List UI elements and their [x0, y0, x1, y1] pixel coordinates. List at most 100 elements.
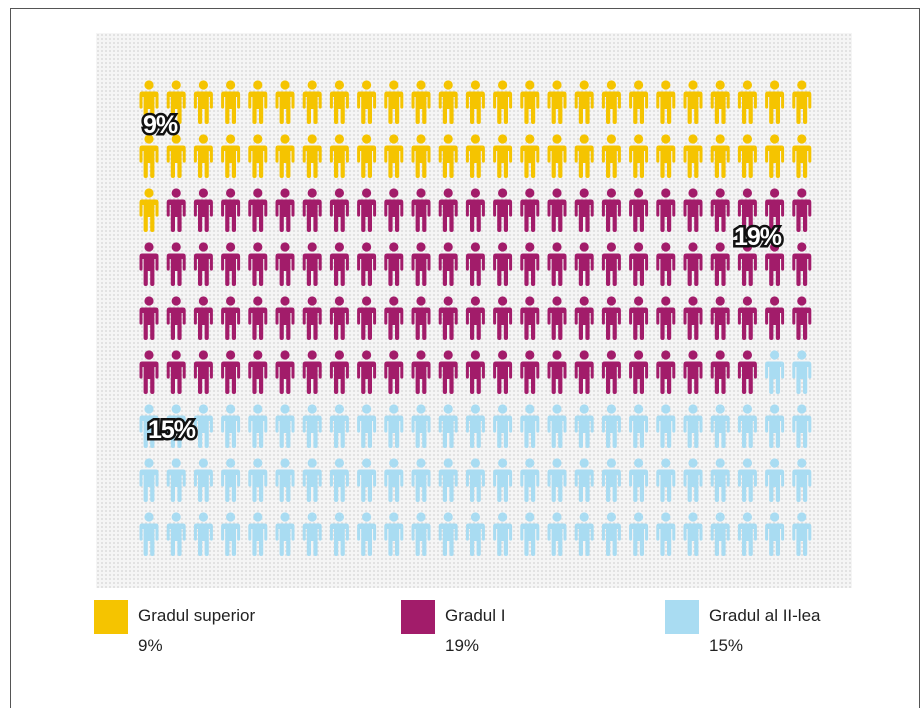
person-icon	[710, 242, 730, 286]
person-icon	[737, 134, 757, 178]
person-icon	[357, 404, 377, 448]
person-icon	[547, 296, 567, 340]
person-icon	[493, 404, 513, 448]
person-icon	[193, 512, 213, 556]
person-icon	[411, 80, 431, 124]
person-icon	[547, 134, 567, 178]
person-icon	[166, 512, 186, 556]
person-icon	[493, 458, 513, 502]
person-icon	[737, 80, 757, 124]
person-icon	[329, 296, 349, 340]
person-icon	[629, 404, 649, 448]
person-icon	[493, 512, 513, 556]
person-icon	[520, 188, 540, 232]
person-icon	[166, 350, 186, 394]
legend-swatch	[665, 600, 699, 634]
person-icon	[765, 458, 785, 502]
person-icon	[357, 134, 377, 178]
person-icon	[574, 458, 594, 502]
person-icon	[574, 296, 594, 340]
person-icon	[438, 350, 458, 394]
person-icon	[193, 80, 213, 124]
person-icon	[248, 458, 268, 502]
person-icon	[629, 134, 649, 178]
person-icon	[547, 80, 567, 124]
person-icon	[656, 296, 676, 340]
person-icon	[329, 458, 349, 502]
person-icon	[629, 80, 649, 124]
person-icon	[465, 404, 485, 448]
person-icon	[520, 80, 540, 124]
person-icon	[438, 188, 458, 232]
person-icon	[683, 296, 703, 340]
person-icon	[710, 134, 730, 178]
person-icon	[792, 458, 812, 502]
person-icon	[656, 188, 676, 232]
person-icon	[275, 458, 295, 502]
person-icon	[221, 80, 241, 124]
person-icon	[737, 512, 757, 556]
person-icon	[710, 80, 730, 124]
person-icon	[710, 296, 730, 340]
person-icon	[765, 512, 785, 556]
legend-value: 19%	[445, 636, 480, 655]
person-icon	[601, 134, 621, 178]
person-icon	[193, 242, 213, 286]
person-icon	[656, 350, 676, 394]
legend-label: Gradul I	[445, 606, 506, 625]
person-icon	[792, 350, 812, 394]
person-icon	[493, 296, 513, 340]
person-icon	[411, 188, 431, 232]
person-icon	[629, 512, 649, 556]
person-icon	[792, 80, 812, 124]
person-icon	[248, 404, 268, 448]
person-icon	[411, 134, 431, 178]
person-icon	[357, 512, 377, 556]
legend-value: 15%	[709, 636, 744, 655]
person-icon	[438, 512, 458, 556]
person-icon	[737, 458, 757, 502]
person-icon	[629, 188, 649, 232]
person-icon	[765, 350, 785, 394]
person-icon	[248, 296, 268, 340]
person-icon	[357, 458, 377, 502]
person-icon	[710, 458, 730, 502]
person-icon	[329, 80, 349, 124]
person-icon	[384, 188, 404, 232]
person-icon	[493, 350, 513, 394]
person-icon	[737, 350, 757, 394]
person-icon	[683, 458, 703, 502]
person-icon	[683, 242, 703, 286]
person-icon	[139, 296, 159, 340]
person-icon	[193, 350, 213, 394]
person-icon	[601, 458, 621, 502]
person-icon	[520, 242, 540, 286]
person-icon	[166, 188, 186, 232]
person-icon	[329, 512, 349, 556]
person-icon	[683, 350, 703, 394]
person-icon	[765, 134, 785, 178]
person-icon	[465, 80, 485, 124]
person-icon	[411, 512, 431, 556]
person-icon	[139, 350, 159, 394]
person-icon	[248, 188, 268, 232]
person-icon	[438, 80, 458, 124]
label-gradul-al-ii-lea: 15%	[148, 416, 196, 444]
person-icon	[574, 404, 594, 448]
person-icon	[683, 188, 703, 232]
person-icon	[656, 80, 676, 124]
person-icon	[574, 242, 594, 286]
person-icon	[465, 512, 485, 556]
person-icon	[547, 458, 567, 502]
person-icon	[493, 188, 513, 232]
person-icon	[275, 404, 295, 448]
person-icon	[710, 404, 730, 448]
person-icon	[329, 350, 349, 394]
person-icon	[574, 80, 594, 124]
person-icon	[221, 458, 241, 502]
person-icon	[357, 242, 377, 286]
label-gradul-superior: 9%	[143, 111, 178, 139]
person-icon	[275, 296, 295, 340]
person-icon	[438, 296, 458, 340]
person-icon	[193, 458, 213, 502]
